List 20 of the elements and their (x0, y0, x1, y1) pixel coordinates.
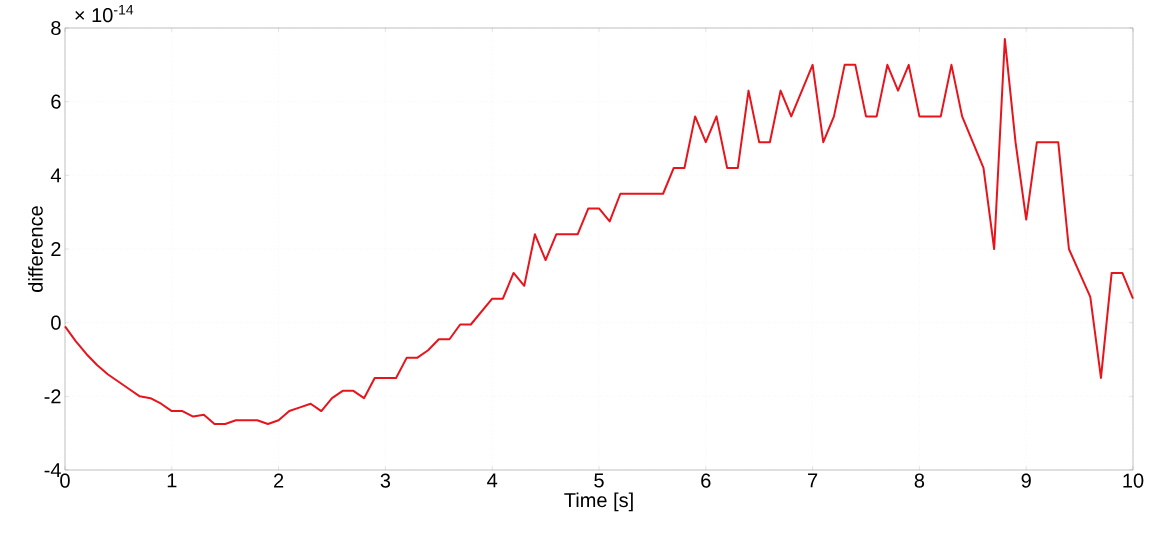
x-tick-label: 7 (808, 473, 818, 488)
x-tick-label: 2 (274, 473, 284, 488)
text: × 10$^{-14}$ (75, 4, 134, 23)
y-tick-label: -2 (44, 389, 61, 404)
x-tick-label: 8 (914, 473, 925, 488)
x-tick-label: 4 (487, 473, 498, 488)
x-tick-label: 10 (1123, 473, 1144, 488)
x-tick-label: 1 (167, 473, 177, 488)
y-tick-label: -4 (44, 463, 61, 477)
y-tick-label: 8 (51, 20, 61, 36)
x-tick-label: 5 (594, 473, 604, 488)
x-tick-label: 6 (701, 473, 711, 488)
y-tick-label: 4 (50, 168, 61, 183)
y-tick-label: 2 (51, 242, 61, 256)
x-axis-title: Time [s] (564, 492, 633, 512)
y-axis-title: difference (28, 206, 43, 292)
y-tick-label: 0 (51, 315, 61, 330)
x-tick-label: 9 (1021, 473, 1031, 488)
x-tick-label: 3 (380, 473, 391, 488)
y-tick-label: 6 (51, 94, 61, 109)
